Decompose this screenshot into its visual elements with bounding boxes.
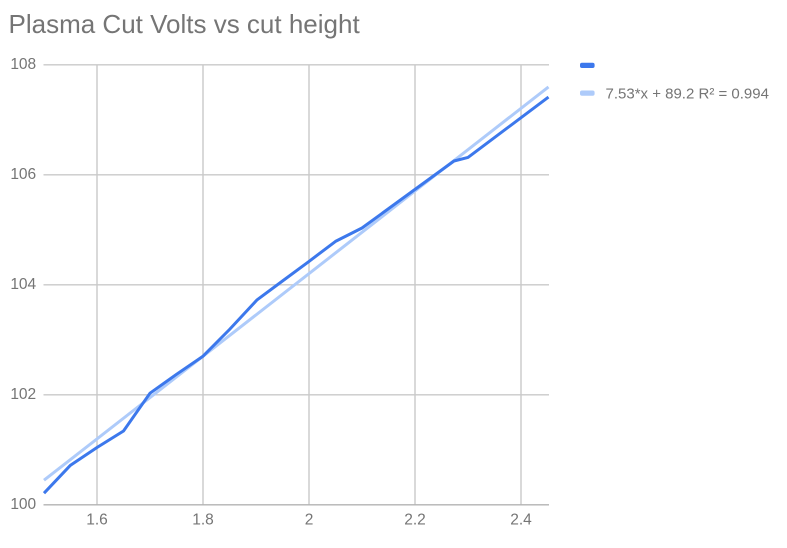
svg-text:2.4: 2.4 — [510, 512, 532, 529]
svg-text:104: 104 — [10, 276, 36, 293]
svg-text:1.8: 1.8 — [192, 512, 214, 529]
svg-text:106: 106 — [10, 166, 36, 183]
svg-text:2: 2 — [305, 512, 314, 529]
svg-text:Plasma Cut Volts vs cut height: Plasma Cut Volts vs cut height — [9, 9, 361, 39]
svg-text:7.53*x + 89.2 R² = 0.994: 7.53*x + 89.2 R² = 0.994 — [606, 85, 769, 102]
svg-text:108: 108 — [10, 56, 36, 73]
svg-text:1.6: 1.6 — [86, 512, 108, 529]
svg-text:100: 100 — [10, 496, 36, 513]
svg-text:2.2: 2.2 — [404, 512, 426, 529]
svg-text:102: 102 — [10, 386, 36, 403]
